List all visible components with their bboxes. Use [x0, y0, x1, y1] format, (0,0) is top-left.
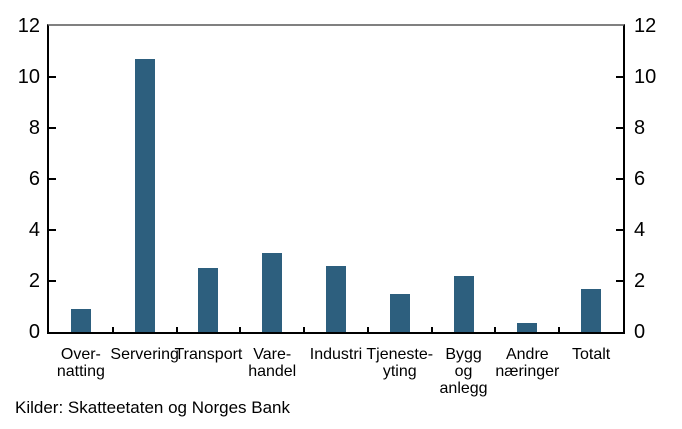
x-axis-label: Industri: [274, 346, 398, 363]
y-axis-tick-left: [49, 280, 56, 282]
bar: [262, 252, 283, 332]
y-axis-label-left: 0: [28, 321, 40, 343]
x-axis-label-line: Bygg: [445, 346, 482, 363]
x-axis-tick: [558, 327, 561, 332]
y-axis-tick-left: [49, 76, 56, 78]
y-axis-tick-left: [49, 178, 56, 180]
y-axis-tick-right: [616, 280, 623, 282]
y-axis-label-left: 10: [17, 66, 40, 88]
x-axis-label-line: Over-: [60, 346, 101, 363]
x-axis-tick: [366, 327, 369, 332]
x-axis-label: Tjeneste-yting: [338, 346, 462, 380]
x-axis-label-line: og: [454, 363, 473, 380]
y-axis-label-left: 12: [17, 15, 40, 37]
x-axis-tick: [494, 327, 497, 332]
y-axis-tick-right: [616, 76, 623, 78]
bar: [453, 275, 474, 332]
x-axis-label: Vare-handel: [210, 346, 334, 380]
x-axis-label: Andre næringer: [465, 346, 589, 380]
y-axis-label-right: 4: [634, 219, 646, 241]
x-axis-label-line: yting: [382, 363, 417, 380]
y-axis-label-left: 4: [28, 219, 40, 241]
x-axis-label-line: Industri: [309, 346, 363, 363]
plot-area: [47, 24, 625, 334]
x-axis-label-line: handel: [248, 363, 297, 380]
x-axis-label-line: Vare-: [253, 346, 292, 363]
x-axis-label-line: natting: [56, 363, 105, 380]
x-axis-label-line: anlegg: [439, 380, 488, 397]
bar: [581, 288, 602, 332]
y-axis-label-right: 2: [634, 270, 646, 292]
x-axis-label-line: næringer: [495, 363, 560, 380]
y-axis-tick-right: [616, 229, 623, 231]
x-axis-label: Servering: [83, 346, 207, 363]
y-axis-tick-left: [49, 127, 56, 129]
y-axis-tick-right: [616, 178, 623, 180]
x-axis-label: Bygg og anlegg: [402, 346, 526, 397]
y-axis-label-right: 10: [634, 66, 657, 88]
bar: [70, 309, 91, 332]
x-axis-label-line: Transport: [174, 346, 243, 363]
bar: [326, 265, 346, 332]
x-axis-tick: [303, 327, 306, 332]
y-axis-label-right: 0: [634, 321, 646, 343]
x-axis-label: Transport: [146, 346, 270, 363]
x-axis-label: Over-natting: [19, 346, 143, 380]
y-axis-label-right: 8: [634, 117, 646, 139]
x-axis-tick: [430, 327, 433, 332]
bar: [134, 59, 155, 332]
y-axis-label-right: 12: [634, 15, 657, 37]
x-axis-tick: [175, 327, 178, 332]
x-axis-label-line: Tjeneste-: [366, 346, 434, 363]
bar: [389, 293, 410, 332]
x-axis-label-line: Totalt: [571, 346, 611, 363]
x-axis-label-line: Servering: [110, 346, 179, 363]
y-axis-label-right: 6: [634, 168, 646, 190]
source-caption: Kilder: Skatteetaten og Norges Bank: [15, 398, 290, 417]
x-axis-label: Totalt: [529, 346, 653, 363]
y-axis-label-left: 6: [28, 168, 40, 190]
y-axis-tick-right: [616, 127, 623, 129]
x-axis-tick: [239, 327, 242, 332]
x-axis-tick: [111, 327, 114, 332]
y-axis-label-left: 2: [28, 270, 40, 292]
bar: [517, 323, 538, 332]
y-axis-label-left: 8: [28, 117, 40, 139]
bar: [198, 268, 219, 332]
y-axis-tick-left: [49, 229, 56, 231]
x-axis-label-line: Andre: [505, 346, 549, 363]
